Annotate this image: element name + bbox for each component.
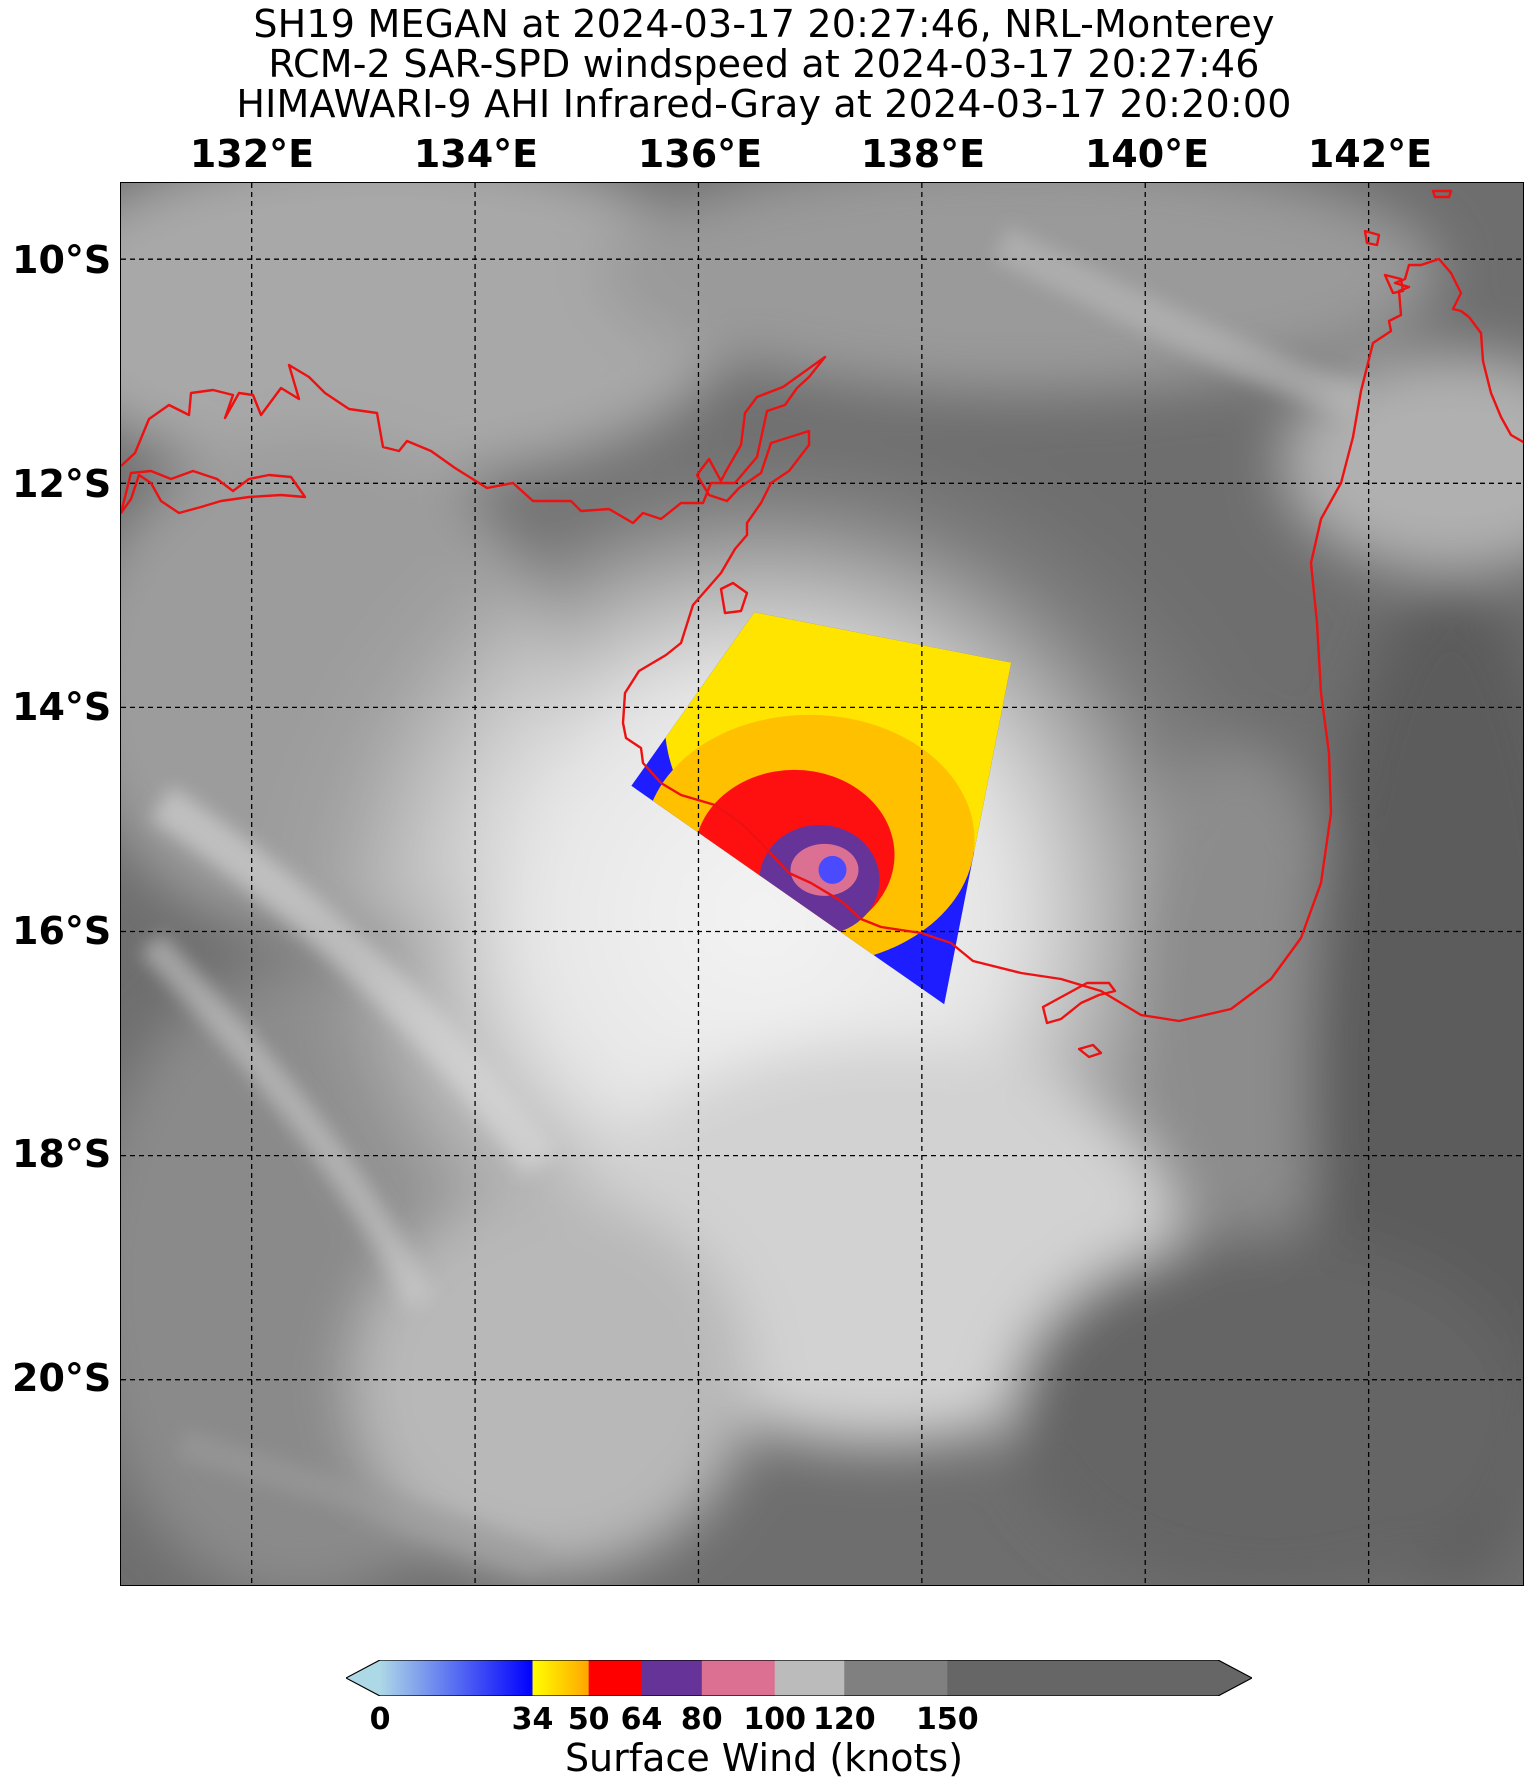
cbar-tick-120: 120 — [812, 1702, 876, 1737]
coastline-melville — [121, 469, 307, 515]
colorbar-label: Surface Wind (knots) — [564, 1736, 964, 1780]
cbar-tick-50: 50 — [567, 1702, 610, 1737]
lon-label-142: 142°E — [1307, 132, 1433, 176]
cbar-tick-100: 100 — [743, 1702, 806, 1737]
longitude-labels: 132°E 134°E 136°E 138°E 140°E 142°E — [0, 132, 1528, 182]
lat-label-14: 14°S — [12, 685, 112, 729]
sar-eye — [818, 855, 847, 884]
colorbar-segment-0-34 — [380, 1660, 534, 1696]
colorbar-extend-high — [1218, 1660, 1252, 1696]
lon-label-140: 140°E — [1084, 132, 1210, 176]
colorbar-tick-labels: 0 34 50 64 80 100 120 150 — [346, 1702, 1252, 1742]
coastline-cape-york-east — [1468, 316, 1523, 444]
colorbar — [344, 1659, 1254, 1697]
coastline-groote — [719, 581, 749, 615]
figure-title: SH19 MEGAN at 2024-03-17 20:27:46, NRL-M… — [0, 4, 1528, 124]
lon-label-136: 136°E — [637, 132, 763, 176]
lat-label-10: 10°S — [12, 238, 112, 282]
satellite-map — [121, 183, 1523, 1585]
lat-label-12: 12°S — [12, 462, 112, 506]
coastline-gulf-islands — [1041, 981, 1117, 1025]
lon-label-134: 134°E — [413, 132, 539, 176]
lon-label-138: 138°E — [860, 132, 986, 176]
colorbar-segment-64-80 — [641, 1660, 703, 1696]
cbar-tick-34: 34 — [511, 1702, 554, 1737]
colorbar-extend-low — [346, 1660, 380, 1696]
coastline-arnhem-land — [121, 257, 1470, 1023]
cloud-streaks — [139, 226, 1367, 1577]
colorbar-segment-80-100 — [701, 1660, 776, 1696]
cbar-tick-80: 80 — [680, 1702, 723, 1737]
coastline-torres-islands — [1363, 189, 1453, 295]
graticule — [121, 183, 1523, 1585]
lat-label-16: 16°S — [12, 909, 112, 953]
colorbar-segment-150-180 — [947, 1660, 1219, 1696]
lon-label-132: 132°E — [189, 132, 315, 176]
lat-label-18: 18°S — [12, 1132, 112, 1176]
coastline-mornington — [1077, 1043, 1103, 1059]
cbar-tick-150: 150 — [915, 1702, 979, 1737]
colorbar-segment-100-120 — [774, 1660, 845, 1696]
colorbar-segment-34-50 — [532, 1660, 590, 1696]
latitude-labels: 10°S 12°S 14°S 16°S 18°S 20°S — [0, 0, 120, 1600]
title-line-1: SH19 MEGAN at 2024-03-17 20:27:46, NRL-M… — [253, 2, 1275, 46]
colorbar-graphic — [344, 1659, 1254, 1697]
lat-label-20: 20°S — [12, 1356, 112, 1400]
map-panel — [120, 182, 1524, 1586]
cbar-tick-64: 64 — [620, 1702, 663, 1737]
colorbar-segment-50-64 — [588, 1660, 642, 1696]
colorbar-segment-120-150 — [844, 1660, 948, 1696]
coastline — [121, 189, 1523, 1059]
cbar-tick-0: 0 — [369, 1702, 391, 1737]
title-line-3: HIMAWARI-9 AHI Infrared-Gray at 2024-03-… — [236, 82, 1292, 126]
title-line-2: RCM-2 SAR-SPD windspeed at 2024-03-17 20… — [268, 42, 1260, 86]
